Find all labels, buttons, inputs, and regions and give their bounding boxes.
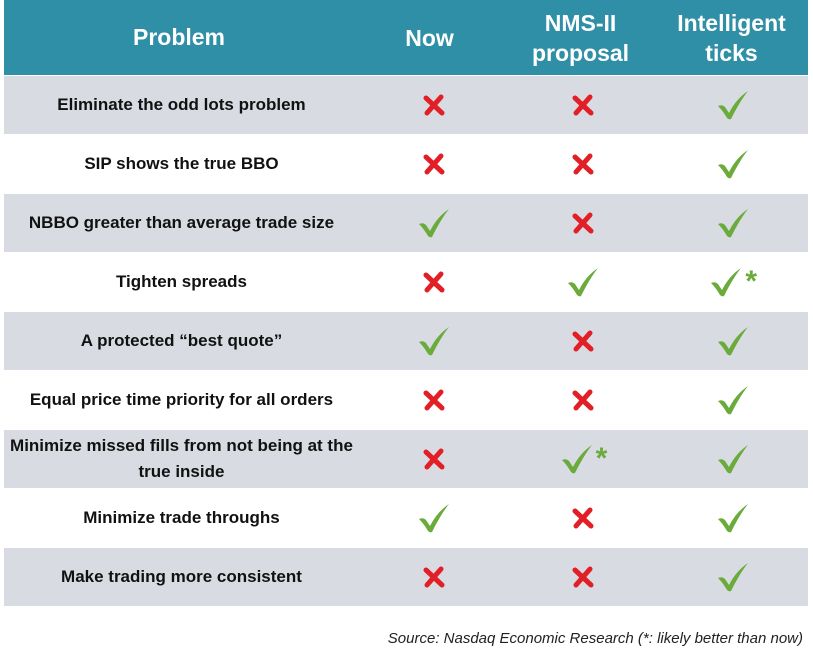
status-cell bbox=[509, 153, 659, 175]
status-cell bbox=[658, 561, 808, 593]
source-note: Source: Nasdaq Economic Research (*: lik… bbox=[387, 630, 803, 647]
status-cell bbox=[359, 566, 509, 588]
cross-icon bbox=[423, 389, 445, 411]
status-cell bbox=[359, 325, 509, 357]
asterisk: * bbox=[595, 442, 608, 475]
status-cell bbox=[509, 94, 659, 116]
cross-icon bbox=[572, 212, 594, 234]
status-cell bbox=[658, 325, 808, 357]
asterisk: * bbox=[745, 265, 758, 298]
comparison-table: Problem Now NMS-II proposal Intelligent … bbox=[4, 0, 808, 607]
problem-label: Equal price time priority for all orders bbox=[29, 390, 334, 409]
cross-icon bbox=[423, 271, 445, 293]
table-row: Equal price time priority for all orders bbox=[4, 371, 808, 430]
check-icon bbox=[568, 268, 599, 297]
table-row: Eliminate the odd lots problem bbox=[4, 76, 808, 135]
status-cell bbox=[359, 153, 509, 175]
table-row: Minimize trade throughs bbox=[4, 489, 808, 548]
problem-label: SIP shows the true BBO bbox=[84, 154, 279, 173]
status-cell bbox=[359, 94, 509, 116]
status-cell bbox=[509, 330, 659, 352]
status-cell bbox=[359, 207, 509, 239]
check-icon bbox=[418, 327, 449, 356]
cross-icon bbox=[572, 153, 594, 175]
cross-icon bbox=[572, 330, 594, 352]
cross-icon bbox=[572, 94, 594, 116]
check-icon bbox=[718, 504, 749, 533]
status-cell bbox=[658, 443, 808, 475]
table-row: NBBO greater than average trade size bbox=[4, 194, 808, 253]
check-icon bbox=[418, 209, 449, 238]
check-icon bbox=[561, 445, 592, 474]
cross-icon bbox=[572, 566, 594, 588]
check-icon bbox=[718, 445, 749, 474]
cross-icon bbox=[572, 389, 594, 411]
check-icon bbox=[718, 91, 749, 120]
cross-icon bbox=[423, 153, 445, 175]
status-cell bbox=[509, 389, 659, 411]
problem-label: Minimize missed fills from not being at … bbox=[10, 436, 353, 481]
status-cell bbox=[509, 566, 659, 588]
problem-label: Minimize trade throughs bbox=[83, 508, 280, 527]
cross-icon bbox=[572, 507, 594, 529]
status-cell: * bbox=[509, 443, 659, 475]
status-cell bbox=[359, 502, 509, 534]
cross-icon bbox=[423, 94, 445, 116]
table-row: Minimize missed fills from not being at … bbox=[4, 430, 808, 489]
header-cell: NMS-II proposal bbox=[531, 9, 630, 66]
check-icon bbox=[418, 504, 449, 533]
status-cell bbox=[658, 207, 808, 239]
status-cell bbox=[509, 507, 659, 529]
header-cell: Now bbox=[405, 24, 454, 51]
header-row: Problem Now NMS-II proposal Intelligent … bbox=[4, 0, 808, 76]
check-icon bbox=[711, 268, 742, 297]
problem-label: NBBO greater than average trade size bbox=[28, 213, 335, 232]
check-icon bbox=[718, 150, 749, 179]
check-icon bbox=[718, 563, 749, 592]
table-row: A protected “best quote” bbox=[4, 312, 808, 371]
cross-icon bbox=[423, 566, 445, 588]
status-cell bbox=[359, 448, 509, 470]
check-icon bbox=[718, 386, 749, 415]
status-cell bbox=[509, 266, 659, 298]
status-cell bbox=[509, 212, 659, 234]
table-row: Tighten spreads * bbox=[4, 253, 808, 312]
header-cell: Intelligent ticks bbox=[677, 9, 786, 66]
cross-icon bbox=[423, 448, 445, 470]
status-cell bbox=[658, 148, 808, 180]
problem-label: A protected “best quote” bbox=[80, 331, 283, 350]
table-row: SIP shows the true BBO bbox=[4, 135, 808, 194]
table-row: Make trading more consistent bbox=[4, 548, 808, 607]
status-cell bbox=[359, 271, 509, 293]
check-icon bbox=[718, 209, 749, 238]
check-icon bbox=[718, 327, 749, 356]
status-cell bbox=[658, 89, 808, 121]
problem-label: Eliminate the odd lots problem bbox=[57, 95, 306, 114]
header-cell: Problem bbox=[132, 24, 226, 50]
problem-label: Tighten spreads bbox=[115, 272, 247, 291]
status-cell: * bbox=[658, 266, 808, 298]
status-cell bbox=[658, 384, 808, 416]
status-cell bbox=[359, 389, 509, 411]
problem-label: Make trading more consistent bbox=[61, 567, 302, 586]
status-cell bbox=[658, 502, 808, 534]
